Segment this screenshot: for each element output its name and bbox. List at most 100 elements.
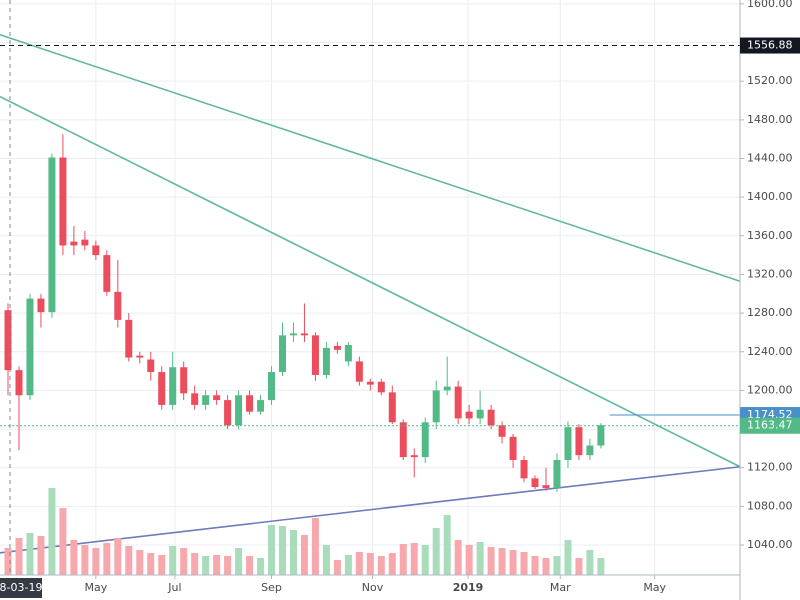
y-tick-label: 1240.00 <box>747 345 793 358</box>
candle-body <box>81 239 89 246</box>
volume-bar <box>191 553 199 575</box>
volume-bar <box>344 555 352 575</box>
candle-body <box>542 485 550 489</box>
candle-body <box>388 392 396 423</box>
volume-bar <box>366 553 374 575</box>
y-tick-label: 1280.00 <box>747 306 793 319</box>
volume-bar <box>531 556 539 575</box>
volume-bar <box>311 518 319 575</box>
volume-bar <box>509 550 517 575</box>
volume-bar <box>443 515 451 575</box>
volume-bar <box>564 540 572 575</box>
candle-body <box>311 335 319 375</box>
candle-body <box>399 422 407 458</box>
candle-body <box>498 425 506 437</box>
volume-bar <box>410 543 418 575</box>
volume-bar <box>300 535 308 575</box>
candle-body <box>70 241 78 246</box>
volume-bar <box>454 540 462 575</box>
volume-bar <box>377 556 385 575</box>
candle-body <box>59 157 67 246</box>
candle-body <box>37 298 45 313</box>
candle-body <box>224 400 232 426</box>
candle-body <box>114 291 122 320</box>
volume-bar <box>15 538 23 575</box>
volume-bar <box>553 556 561 575</box>
volume-bar <box>278 526 286 575</box>
candle-body <box>344 345 352 362</box>
volume-bar <box>180 548 188 575</box>
y-tick-label: 1120.00 <box>747 461 793 474</box>
y-tick-label: 1600.00 <box>747 0 793 10</box>
y-tick-label: 1480.00 <box>747 113 793 126</box>
y-tick-label: 1440.00 <box>747 151 793 164</box>
volume-bar <box>399 544 407 575</box>
volume-bar <box>70 540 78 575</box>
trendline <box>0 95 741 468</box>
candle-body <box>476 409 484 419</box>
candle-body <box>202 395 210 405</box>
candle-body <box>586 445 594 456</box>
price-label-box <box>740 417 800 434</box>
candle-body <box>246 395 254 412</box>
y-tick-label: 1320.00 <box>747 267 793 280</box>
candle-body <box>125 319 133 358</box>
candle-body <box>366 381 374 385</box>
candle-body <box>278 335 286 373</box>
x-tick-label: May <box>84 581 107 594</box>
volume-bar <box>48 488 56 575</box>
y-tick-label: 1520.00 <box>747 74 793 87</box>
crosshair-label: 8-03-19 <box>0 581 42 594</box>
candle-body <box>103 255 111 292</box>
candle-body <box>575 427 583 456</box>
volume-bar <box>4 548 12 575</box>
volume-bar <box>575 558 583 575</box>
volume-bar <box>432 528 440 575</box>
volume-bar <box>92 548 100 575</box>
candle-body <box>509 436 517 460</box>
volume-bar <box>81 545 89 575</box>
candle-body <box>564 427 572 460</box>
volume-bar <box>355 552 363 575</box>
candle-body <box>421 422 429 458</box>
trendline <box>0 34 741 282</box>
y-tick-label: 1200.00 <box>747 383 793 396</box>
volume-bar <box>202 556 210 575</box>
volume-bar <box>487 547 495 575</box>
volume-bar <box>147 553 155 575</box>
candle-body <box>191 393 199 405</box>
candle-body <box>158 372 166 405</box>
volume-bar <box>169 546 177 575</box>
volume-bar <box>26 533 34 575</box>
volume-bar <box>103 543 111 575</box>
candle-body <box>257 400 265 412</box>
candle-body <box>15 370 23 396</box>
volume-bar <box>114 538 122 575</box>
trendline <box>0 465 741 554</box>
candle-body <box>454 386 462 419</box>
candle-body <box>180 367 188 394</box>
candle-body <box>4 310 12 371</box>
y-tick-label: 1040.00 <box>747 538 793 551</box>
candle-body <box>48 157 56 313</box>
price-label: 1556.88 <box>747 39 793 52</box>
candle-body <box>136 355 144 358</box>
candle-body <box>597 425 605 446</box>
candle-body <box>377 381 385 393</box>
candle-body <box>322 347 330 375</box>
volume-bar <box>257 558 265 575</box>
x-tick-label: Jul <box>167 581 181 594</box>
volume-bar <box>268 525 276 575</box>
crosshair-label-box <box>0 578 42 598</box>
volume-bar <box>476 542 484 575</box>
x-tick-label: Mar <box>550 581 571 594</box>
x-tick-label: 2019 <box>453 581 484 594</box>
volume-bar <box>465 545 473 575</box>
candle-body <box>92 245 100 256</box>
candle-body <box>333 345 341 350</box>
y-tick-label: 1400.00 <box>747 190 793 203</box>
candle-body <box>443 386 451 391</box>
candle-body <box>487 409 495 426</box>
volume-bar <box>213 555 221 575</box>
